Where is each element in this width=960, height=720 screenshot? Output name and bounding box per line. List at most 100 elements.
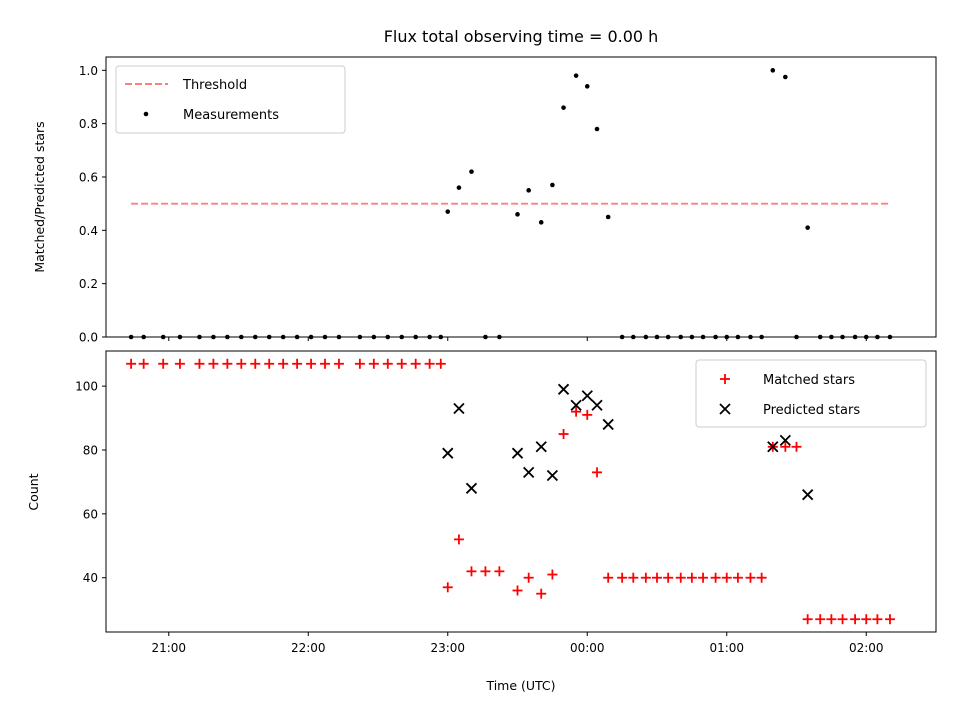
matched-star-point [442, 582, 453, 593]
matched-star-point [780, 441, 791, 452]
matched-star-point [453, 534, 464, 545]
measurement-point [550, 182, 555, 188]
bottom-axes: 40 60 80 100 21:00 22:00 23:00 00:00 01:00 02:00… [26, 350, 937, 693]
measurement-point [526, 188, 531, 193]
matched-star-point [536, 588, 547, 599]
matched-star-point [558, 429, 569, 440]
matched-star-point [571, 406, 582, 417]
matched-star-point [732, 572, 743, 583]
matched-star-point [424, 358, 435, 369]
bottom-y-tick-label: 40 [83, 571, 98, 585]
top-axes-frame [105, 56, 937, 338]
measurement-point [783, 74, 788, 80]
bottom-y-tick-label: 100 [75, 380, 98, 394]
matched-star-point [222, 358, 233, 369]
matched-star-point [826, 614, 837, 625]
matched-star-point [333, 358, 344, 369]
top-y-tick-label: 0.2 [79, 277, 98, 291]
matched-star-point [872, 614, 883, 625]
bottom-plot-area [126, 358, 895, 625]
matched-star-point [837, 614, 848, 625]
predicted-star-point [557, 383, 570, 395]
matched-star-point [663, 572, 674, 583]
legend-predicted-label: Predicted stars [763, 403, 860, 418]
bottom-axes-frame [105, 350, 937, 633]
x-tick-label: 23:00 [430, 641, 465, 655]
matched-star-point [278, 358, 289, 369]
matched-star-point [675, 572, 686, 583]
matched-star-point [523, 572, 534, 583]
measurement-point [573, 73, 579, 78]
matched-star-point [603, 572, 614, 583]
top-x-axis-ticks [168, 337, 867, 341]
top-y-tick-label: 0.4 [79, 224, 98, 238]
matched-star-point [480, 566, 491, 577]
top-y-tick-label: 0.6 [79, 171, 98, 185]
matched-star-point [547, 569, 558, 580]
matched-star-point [466, 566, 477, 577]
bottom-y-axis: 40 60 80 100 [75, 380, 106, 585]
x-tick-label: 02:00 [849, 641, 884, 655]
matched-star-point [745, 572, 756, 583]
measurement-point [561, 105, 566, 110]
predicted-star-point [442, 447, 454, 459]
predicted-star-point [591, 399, 603, 411]
measurement-point [605, 214, 611, 220]
top-y-tick-label: 0.8 [79, 117, 98, 131]
legend-matched-swatch [720, 374, 730, 384]
top-legend-frame [115, 65, 346, 134]
matched-star-point [320, 358, 331, 369]
measurement-point [456, 185, 462, 190]
predicted-star-point [523, 466, 535, 478]
matched-star-point [396, 358, 407, 369]
measurement-point [538, 220, 544, 225]
matched-star-point [686, 572, 697, 583]
measurement-point [594, 126, 600, 132]
matched-star-point [250, 358, 261, 369]
matched-star-point [292, 358, 303, 369]
matched-star-point [435, 358, 446, 369]
x-tick-label: 00:00 [570, 641, 605, 655]
bottom-x-axis: 21:00 22:00 23:00 00:00 01:00 02:00 [151, 632, 884, 655]
matched-star-point [617, 572, 628, 583]
predicted-star-point [581, 390, 593, 402]
top-y-axis: 0.0 0.2 0.4 0.6 0.8 1.0 [79, 64, 106, 345]
predicted-star-point [453, 402, 465, 415]
matched-star-point [138, 358, 149, 369]
predicted-star-point [546, 469, 559, 482]
matched-star-point [721, 572, 732, 583]
matched-star-point [410, 358, 421, 369]
matched-star-point [194, 358, 205, 369]
matched-star-point [884, 614, 895, 625]
legend-measurements-swatch [143, 111, 149, 117]
matched-star-point [174, 358, 185, 369]
predicted-star-point [511, 447, 524, 459]
x-tick-label: 22:00 [291, 641, 326, 655]
measurement-point [515, 212, 520, 217]
bottom-y-tick-label: 60 [83, 507, 98, 521]
matched-star-point [126, 358, 137, 369]
measurement-point [469, 169, 474, 174]
top-axes: 0.0 0.2 0.4 0.6 0.8 1.0 Matched/Predicted sta… [32, 56, 937, 345]
chart-title: Flux total observing time = 0.00 h [384, 27, 659, 46]
matched-star-point [698, 572, 709, 583]
matched-star-point [306, 358, 317, 369]
matched-star-point [861, 614, 872, 625]
top-y-tick-label: 0.0 [79, 331, 98, 345]
measurement-point [805, 225, 810, 230]
matched-star-point [236, 358, 247, 369]
legend-threshold-label: Threshold [182, 78, 247, 93]
top-y-axis-label: Matched/Predicted stars [32, 121, 47, 272]
matched-star-point [802, 614, 813, 625]
measurement-point [445, 209, 451, 214]
legend-measurements-label: Measurements [183, 108, 279, 123]
matched-star-point [815, 614, 826, 625]
matched-star-point [368, 358, 379, 369]
matched-star-point [264, 358, 275, 369]
matched-star-point [382, 358, 393, 369]
matched-star-point [756, 572, 767, 583]
matched-star-point [710, 572, 721, 583]
matched-star-point [582, 409, 593, 420]
measurement-point [584, 84, 590, 89]
